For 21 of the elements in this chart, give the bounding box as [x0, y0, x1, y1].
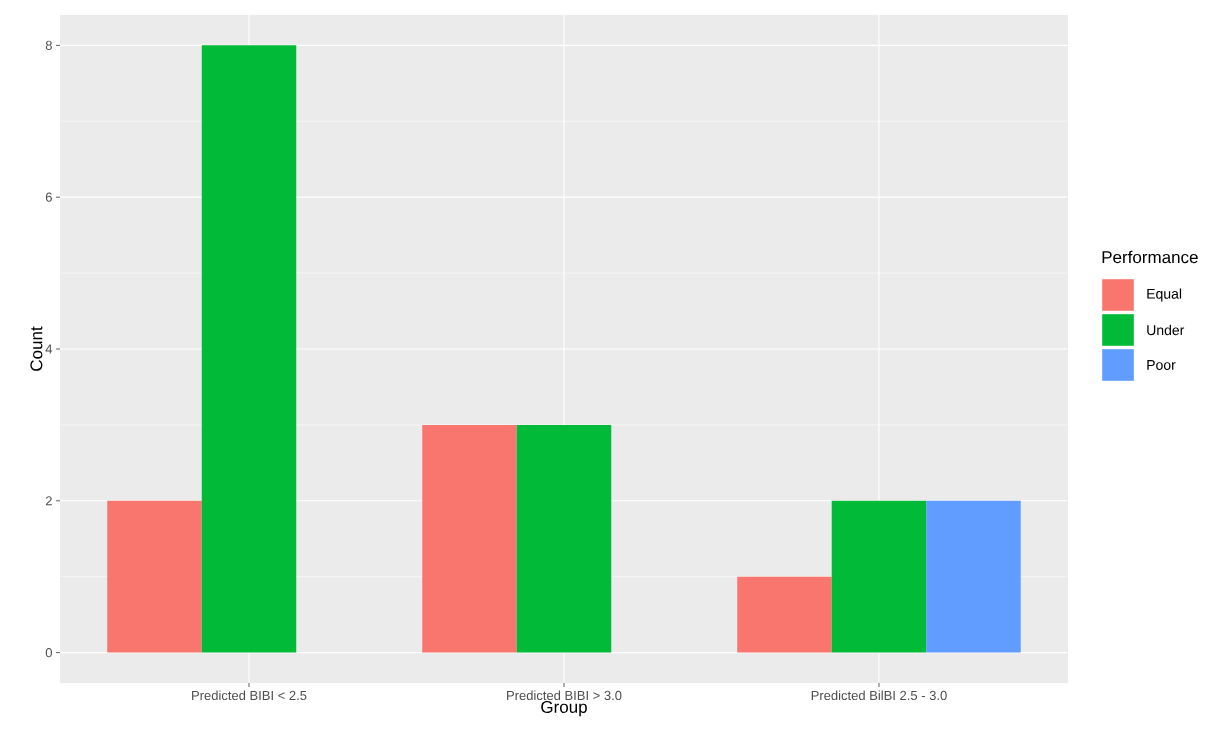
x-axis-title: Group — [541, 700, 587, 717]
legend-label: Under — [1147, 324, 1185, 336]
bar — [516, 424, 612, 653]
bar — [422, 424, 517, 653]
x-tick-label: Predicted BIBI < 2.5 — [192, 690, 307, 701]
bar — [831, 500, 927, 653]
legend-label: Poor — [1147, 360, 1176, 370]
y-tick-label: 8 — [45, 40, 52, 50]
y-tick-label: 4 — [45, 344, 53, 354]
y-tick-label: 6 — [45, 192, 52, 202]
x-tick-label: Predicted BIBI > 3.0 — [507, 690, 622, 701]
bar — [201, 45, 297, 653]
bar — [107, 500, 202, 653]
bar — [737, 576, 832, 653]
legend-title: Performance — [1102, 250, 1198, 264]
legend-label: Equal — [1147, 288, 1182, 302]
x-tick-label: Predicted BilBI 2.5 - 3.0 — [811, 690, 947, 701]
bar — [926, 500, 1021, 653]
y-axis-title: Count — [30, 326, 43, 371]
y-tick-label: 0 — [45, 648, 52, 658]
y-tick-label: 2 — [45, 496, 52, 506]
